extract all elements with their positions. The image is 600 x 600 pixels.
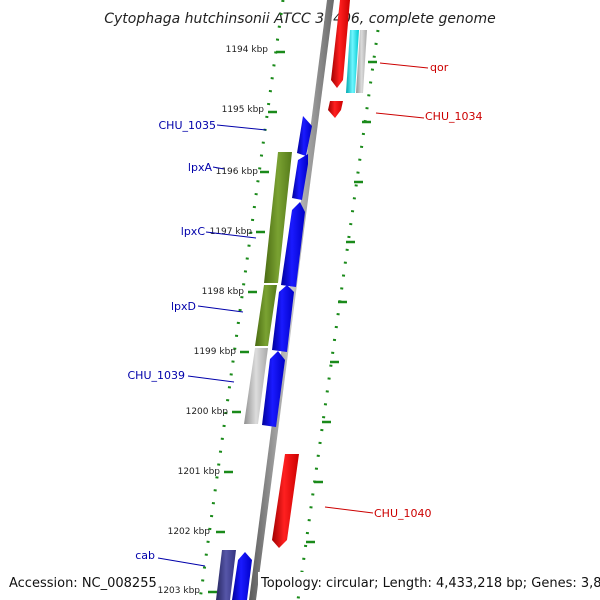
cab-feature[interactable] (216, 550, 236, 600)
tick-label: 1203 kbp (158, 586, 201, 596)
tick-labels: 1194 kbp 1195 kbp 1196 kbp 1197 kbp 1198… (158, 45, 269, 596)
gene-label-qor[interactable]: qor (430, 61, 449, 74)
tick-label: 1195 kbp (222, 105, 265, 115)
gene-label-cab[interactable]: cab (135, 549, 155, 562)
tick-label: 1200 kbp (186, 407, 229, 417)
forward-strand-features (232, 116, 312, 600)
gene-label-lpxd[interactable]: lpxD (171, 300, 196, 313)
tick-label: 1199 kbp (194, 347, 237, 357)
gene-arrow[interactable] (331, 0, 350, 88)
grey-feature[interactable] (244, 348, 268, 424)
gene-arrow[interactable] (281, 202, 305, 287)
gene-label-chu-1035[interactable]: CHU_1035 (159, 119, 217, 132)
lpx-feature[interactable] (255, 285, 277, 346)
lpx-feature[interactable] (264, 152, 292, 283)
gene-arrow[interactable] (297, 116, 312, 156)
tick-label: 1202 kbp (168, 527, 211, 537)
tick-label: 1197 kbp (210, 227, 253, 237)
accession-text: Accession: NC_008255 (9, 576, 157, 591)
tick-marks (208, 50, 377, 594)
reverse-strand-features (272, 0, 367, 548)
gene-arrow[interactable] (328, 101, 343, 118)
tick-label: 1201 kbp (178, 467, 221, 477)
gene-label-chu-1034[interactable]: CHU_1034 (425, 110, 483, 123)
gene-label-chu-1040[interactable]: CHU_1040 (374, 507, 432, 520)
tick-label: 1196 kbp (216, 167, 259, 177)
gene-arrow[interactable] (346, 30, 359, 93)
tick-label: 1198 kbp (202, 287, 245, 297)
gc-content-track (198, 0, 380, 600)
right-gene-labels: qor CHU_1034 CHU_1040 (324, 61, 483, 520)
left-gene-labels: CHU_1035 lpxA lpxC lpxD CHU_1039 cab (128, 119, 267, 567)
gene-arrow[interactable] (292, 154, 308, 200)
gene-arrow[interactable] (272, 285, 294, 352)
topology-text: Topology: circular; Length: 4,433,218 bp… (260, 576, 600, 591)
gene-label-lpxa[interactable]: lpxA (188, 161, 213, 174)
gene-arrow[interactable] (272, 454, 299, 548)
tick-label: 1194 kbp (226, 45, 269, 55)
footer: Accession: NC_008255 Topology: circular;… (6, 572, 600, 592)
gene-arrow[interactable] (232, 552, 252, 600)
gene-arrow[interactable] (262, 351, 285, 427)
gene-arrow[interactable] (356, 30, 367, 93)
map-title: Cytophaga hutchinsonii ATCC 33406, compl… (104, 11, 495, 27)
annotated-features (216, 152, 292, 600)
gene-label-lpxc[interactable]: lpxC (181, 225, 206, 238)
gene-label-chu-1039[interactable]: CHU_1039 (128, 369, 186, 382)
